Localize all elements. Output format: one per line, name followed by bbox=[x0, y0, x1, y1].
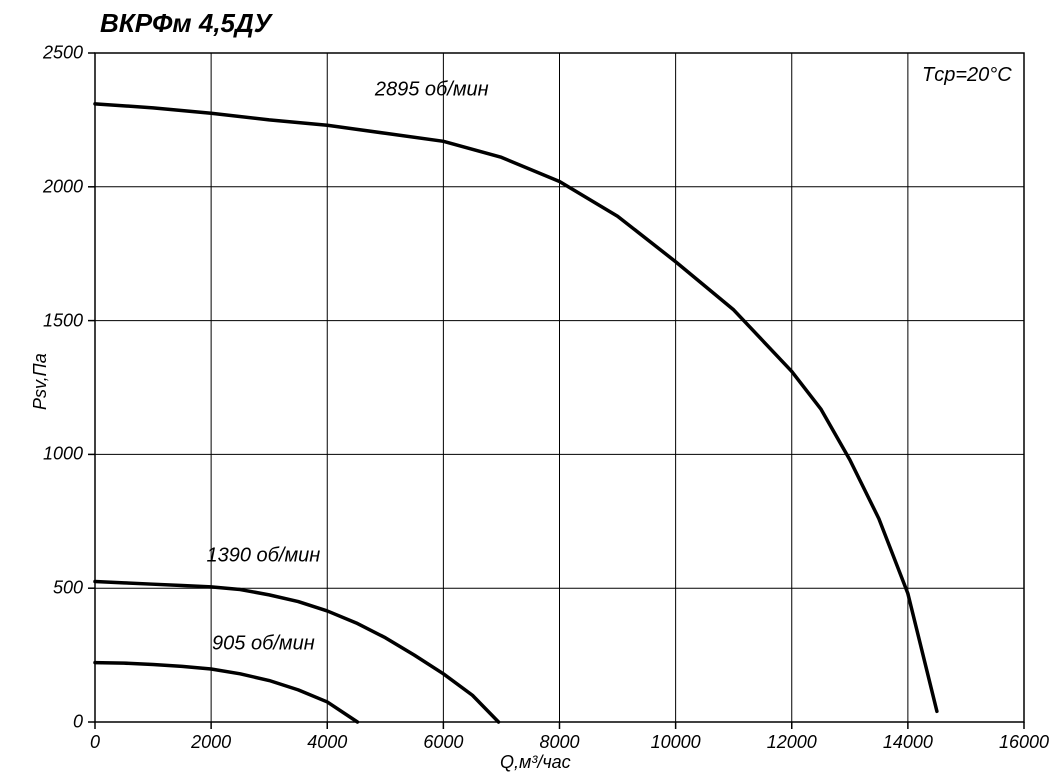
y-tick-label: 500 bbox=[53, 578, 83, 599]
x-tick-label: 16000 bbox=[999, 732, 1049, 753]
series-label: 905 об/мин bbox=[212, 633, 315, 656]
chart-svg bbox=[0, 0, 1050, 782]
y-tick-label: 0 bbox=[73, 712, 83, 733]
x-tick-label: 6000 bbox=[423, 732, 463, 753]
x-tick-label: 8000 bbox=[539, 732, 579, 753]
series-label: 1390 об/мин bbox=[206, 545, 320, 568]
x-tick-label: 10000 bbox=[651, 732, 701, 753]
y-tick-label: 1000 bbox=[43, 444, 83, 465]
y-tick-label: 2000 bbox=[43, 176, 83, 197]
y-tick-label: 1500 bbox=[43, 310, 83, 331]
chart-container: ВКРФм 4,5ДУ Tср=20°С Q,м³/час Psv,Па 020… bbox=[0, 0, 1050, 782]
x-tick-label: 2000 bbox=[191, 732, 231, 753]
x-tick-label: 12000 bbox=[767, 732, 817, 753]
series-label: 2895 об/мин bbox=[375, 79, 489, 102]
y-tick-label: 2500 bbox=[43, 43, 83, 64]
x-tick-label: 0 bbox=[90, 732, 100, 753]
x-tick-label: 14000 bbox=[883, 732, 933, 753]
x-tick-label: 4000 bbox=[307, 732, 347, 753]
